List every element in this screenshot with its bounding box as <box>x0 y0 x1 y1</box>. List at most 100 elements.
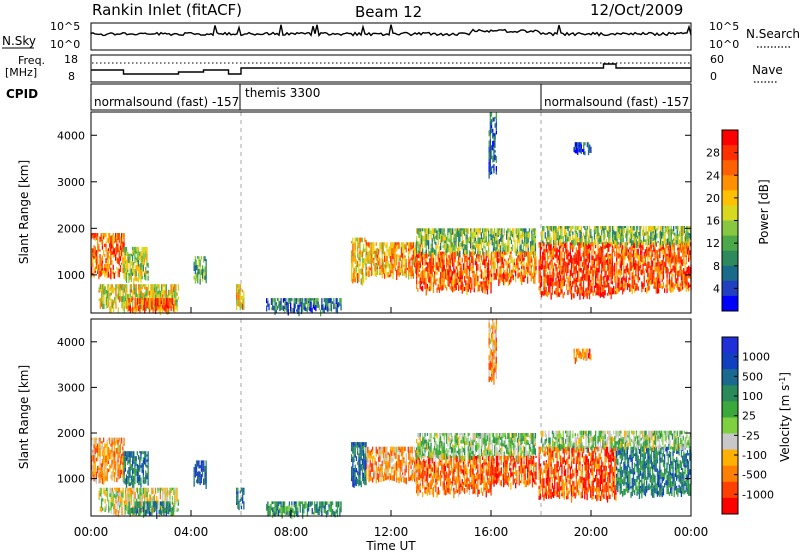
colorbar-swatch <box>722 220 738 237</box>
echo-region <box>123 246 149 285</box>
echo-region <box>488 319 497 385</box>
echo-region <box>193 256 207 285</box>
colorbar-swatch <box>722 295 738 312</box>
nsearch-tick-top: 10^5 <box>709 20 739 33</box>
power-panel: 1000 2000 3000 4000 Slant Range [km] 4 8 12 16… <box>17 111 771 317</box>
nave-label: Nave <box>752 63 783 77</box>
colorbar-swatch <box>722 369 738 386</box>
time-axis: 00:00 04:00 08:00 12:00 16:00 20:00 00:00 <box>74 307 709 539</box>
y-tick-label: 4000 <box>57 336 85 349</box>
y-tick-label: 1000 <box>57 269 85 282</box>
y-tick-label: 2000 <box>57 427 85 440</box>
power-ylabel: Slant Range [km] <box>17 160 31 264</box>
y-tick-label: 4000 <box>57 129 85 142</box>
colorbar-swatch <box>722 433 738 451</box>
power-colorbar-tick: 8 <box>713 260 720 273</box>
echo-region <box>538 446 617 503</box>
colorbar-swatch <box>722 465 738 483</box>
colorbar-swatch <box>722 353 738 370</box>
echo-region <box>488 112 497 179</box>
velocity-ylabel: Slant Range [km] <box>17 365 31 469</box>
colorbar-swatch <box>722 481 738 499</box>
colorbar-swatch <box>722 190 738 206</box>
velocity-colorbar-tick: -500 <box>742 469 767 482</box>
nsearch-tick-bottom: 10^0 <box>709 38 739 51</box>
velocity-y-axis: 1000 2000 3000 4000 <box>57 336 691 486</box>
power-colorbar-tick: 4 <box>713 282 720 295</box>
echo-region <box>128 501 175 519</box>
time-axis-label: Time UT <box>365 539 416 553</box>
freq-panel: Freq. [MHz] 18 8 60 0 Nave <box>5 53 783 83</box>
nsky-label: N.Sky <box>2 34 36 48</box>
echo-region <box>351 237 367 286</box>
y-tick-label: 3000 <box>57 176 85 189</box>
power-colorbar-label: Power [dB] <box>757 179 771 244</box>
echo-region <box>416 433 537 463</box>
cpid-segment-2: themis 3300 <box>245 86 320 100</box>
power-colorbar-tick: 28 <box>706 147 720 160</box>
colorbar-swatch <box>722 235 738 252</box>
time-tick-label: 04:00 <box>174 525 209 539</box>
freq-label: Freq. <box>18 54 45 67</box>
echo-region <box>616 242 692 295</box>
colorbar-swatch <box>722 205 738 221</box>
time-tick-label: 00:00 <box>674 525 709 539</box>
colorbar-swatch <box>722 497 738 515</box>
beam-title: Beam 12 <box>355 3 422 21</box>
colorbar-swatch <box>722 160 738 176</box>
nsky-series-line <box>90 24 692 38</box>
velocity-colorbar-tick: -1000 <box>742 488 774 501</box>
power-colorbar-tick: 24 <box>706 169 720 182</box>
power-echo-layer <box>91 112 692 317</box>
velocity-colorbar-tick: -25 <box>742 429 760 442</box>
nsky-panel: N.Sky 10^5 10^0 10^5 10^0 N.Search <box>2 20 800 51</box>
echo-region <box>416 251 492 296</box>
colorbar-swatch <box>722 417 738 435</box>
echo-region <box>616 446 692 499</box>
date-title: 12/Oct/2009 <box>590 1 683 19</box>
colorbar-swatch <box>722 130 738 146</box>
time-tick-label: 12:00 <box>374 525 409 539</box>
echo-region <box>416 228 537 258</box>
colorbar-swatch <box>722 265 738 282</box>
echo-region <box>128 298 175 316</box>
time-tick-label: 16:00 <box>474 525 509 539</box>
nsearch-label: N.Search <box>746 27 800 41</box>
echo-region <box>541 430 692 454</box>
velocity-panel: 1000 2000 3000 4000 Slant Range [km] 1000 50… <box>17 318 792 520</box>
echo-region <box>98 487 179 518</box>
echo-region <box>538 242 617 300</box>
cpid-panel: CPID normalsound (fast) -157 themis 3300… <box>6 83 692 111</box>
freq-tick-top: 18 <box>64 53 78 66</box>
colorbar-swatch <box>722 385 738 402</box>
nave-tick-top: 60 <box>710 53 724 66</box>
y-tick-label: 3000 <box>57 381 85 394</box>
velocity-colorbar-tick: 1000 <box>742 351 770 364</box>
velocity-colorbar-tick: 25 <box>742 410 756 423</box>
cpid-label: CPID <box>6 87 38 101</box>
time-tick-label: 20:00 <box>574 525 609 539</box>
colorbar-swatch <box>722 280 738 297</box>
echo-region <box>416 455 492 499</box>
velocity-colorbar-label: Velocity [m s-1] <box>778 372 792 462</box>
freq-tick-bottom: 8 <box>68 70 75 83</box>
power-colorbar-tick: 20 <box>706 192 720 205</box>
colorbar-swatch <box>722 449 738 467</box>
station-title: Rankin Inlet (fitACF) <box>92 1 242 19</box>
colorbar-swatch <box>722 401 738 418</box>
time-tick-label: 08:00 <box>274 525 309 539</box>
cpid-segment-3: normalsound (fast) -157 <box>544 95 689 109</box>
nave-tick-bottom: 0 <box>710 70 717 83</box>
y-tick-label: 1000 <box>57 473 85 486</box>
echo-region <box>236 284 245 311</box>
echo-region <box>193 460 207 489</box>
echo-region <box>266 501 342 520</box>
echo-region <box>236 487 245 511</box>
power-colorbar-tick: 12 <box>706 237 720 250</box>
freq-series-line <box>91 63 691 75</box>
echo-region <box>573 142 592 156</box>
colorbar-swatch <box>722 175 738 191</box>
echo-region <box>123 451 149 490</box>
echo-region <box>491 251 537 286</box>
